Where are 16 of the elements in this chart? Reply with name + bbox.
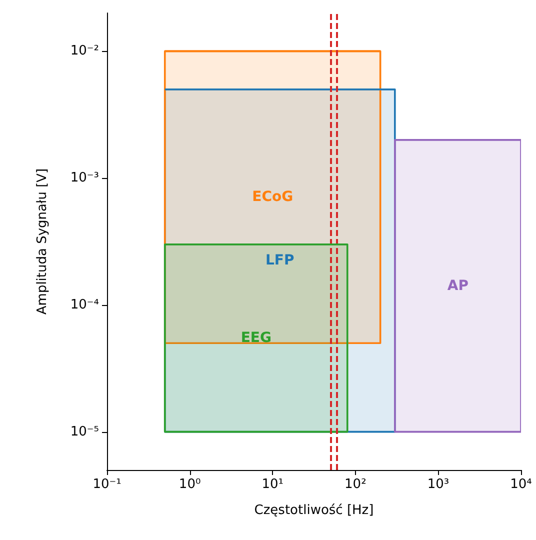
text: LFP (266, 252, 294, 269)
text: ECoG (252, 189, 294, 206)
x-tick-label: 10³ (427, 477, 450, 492)
x-axis-title: Częstotliwość [Hz] (254, 503, 374, 518)
y-tick-label: 10⁻⁴ (70, 297, 99, 312)
text: AP (447, 278, 469, 294)
y-tick-label: 10⁻⁵ (70, 424, 99, 440)
x-tick-label: 10² (344, 477, 366, 492)
x-tick-label: 10⁴ (510, 477, 532, 492)
x-tick-label: 10⁻¹ (92, 477, 122, 492)
x-tick-label: 10¹ (262, 477, 284, 492)
text: EEG (240, 330, 272, 346)
y-tick-label: 10⁻³ (70, 170, 99, 186)
y-axis-title: Amplituda Sygnału [V] (35, 168, 50, 315)
y-tick-label: 10⁻² (70, 44, 99, 59)
x-tick-label: 10⁰ (178, 477, 201, 492)
